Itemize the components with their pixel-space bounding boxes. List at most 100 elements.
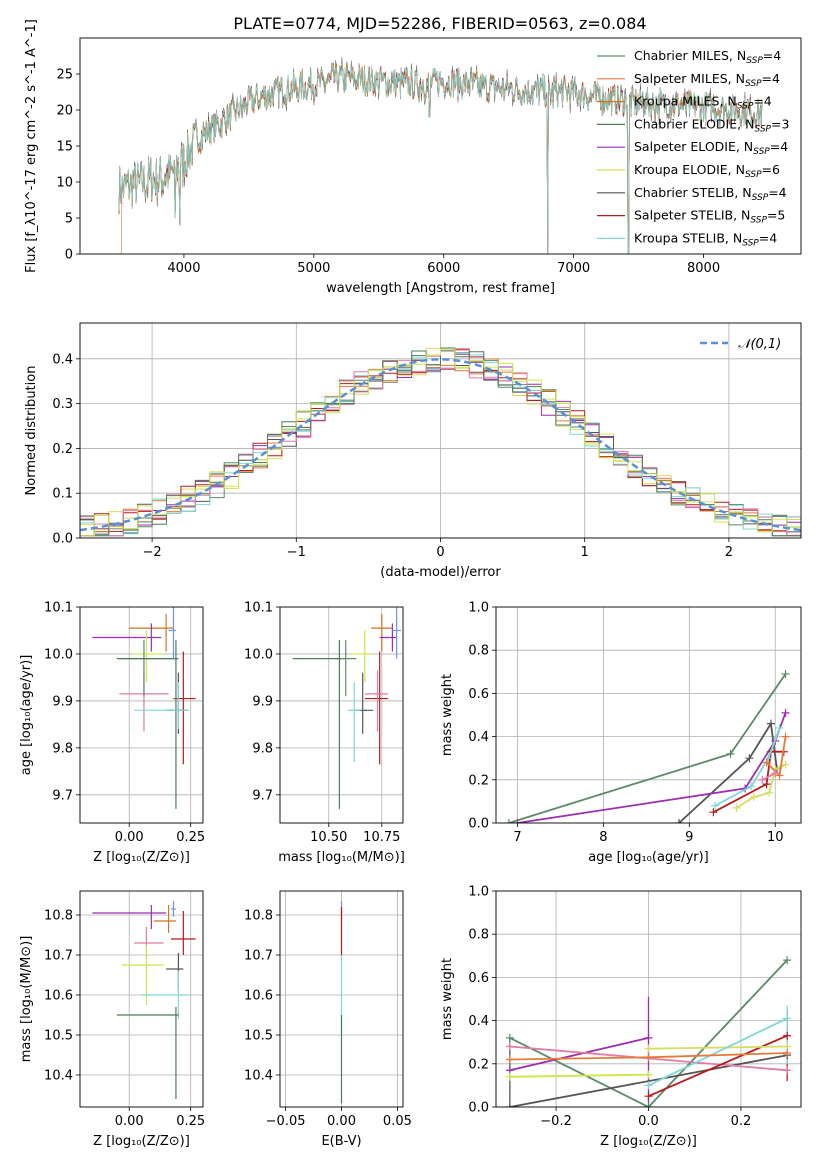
plus-marker [747,782,756,791]
x-tick-label: 7 [513,830,521,845]
series [505,1033,653,1075]
series [711,723,784,810]
legend-entry: Kroupa STELIB, NSSP=4 [634,230,777,248]
x-tick-label: 0.0 [638,1114,659,1129]
y-tick-label: 25 [56,68,73,83]
y-tick-label: 9.7 [252,788,273,803]
data-point [371,614,393,652]
y-tick-label: 10.0 [244,647,273,662]
y-tick-label: 9.8 [252,741,273,756]
panel-spectrum: 4000 5000 6000 7000 8000 0 5 10 15 20 25 wavelength… [24,19,802,296]
series [504,669,790,823]
plus-marker [513,819,522,823]
series-line [714,727,781,807]
plus-marker [775,723,784,732]
x-tick-label: 0.00 [115,830,144,845]
panel-mass-vs-EBV: −0.05 0.00 0.05 10.4 10.5 10.6 10.7 10.8 E(B-V) [244,890,412,1149]
histogram-series [80,347,801,538]
x-axis-label: mass [log₁₀(M/M⊙)] [278,850,405,865]
x-tick-label: 7000 [557,261,590,276]
plot-area [496,891,801,1107]
series-line [761,772,776,781]
legend-entry: Salpeter STELIB, NSSP=5 [634,208,785,226]
y-tick-label: 15 [56,140,73,155]
y-tick-label: 10.1 [244,601,273,616]
plus-marker [745,754,754,763]
x-tick-label: 0 [436,545,444,560]
x-tick-label: 8000 [687,261,720,276]
data-point [347,682,361,762]
data-point [92,623,162,652]
axes-frame [495,606,802,824]
x-tick-label: 1 [581,545,589,560]
data-point [392,607,401,659]
series [644,1014,792,1090]
panel-age-vs-mass: 10.50 10.75 9.7 9.8 9.9 10.0 10.1 mass [log₁₀(M… [244,601,405,866]
x-tick-label: 5000 [297,261,330,276]
y-tick-label: 20 [56,104,73,119]
series [505,1070,653,1081]
x-tick-label: 9 [685,830,693,845]
y-tick-label: 10.8 [44,909,73,924]
series [505,1049,792,1064]
plus-marker [766,719,775,728]
data-point [354,672,374,734]
plus-marker [775,771,784,780]
plus-marker [644,1103,653,1107]
plus-marker [505,1042,514,1051]
y-tick-label: 10.8 [244,909,273,924]
y-tick-label: 5 [65,212,73,227]
y-tick-label: 10.5 [44,1029,73,1044]
panel-mass-vs-Z: 0.00 0.25 10.4 10.5 10.6 10.7 10.8 Z [log₁₀(Z/Z… [19,890,205,1149]
plus-marker [783,1031,792,1040]
data-point [379,623,397,652]
y-tick-label: 10.1 [44,601,73,616]
legend-entry: Chabrier MILES, NSSP=4 [634,48,781,66]
data-point [134,927,164,959]
x-axis-label: Z [log₁₀(Z/Z⊙)] [93,850,190,865]
panel-residual-histogram: −2 −1 0 1 2 0.0 0.1 0.2 0.3 0.4 (data-model)/error… [24,322,802,580]
data-point [364,670,389,732]
spectrum-line [118,62,763,254]
y-axis-label: mass weight [440,958,455,1040]
data-point [121,945,164,1005]
plus-marker [762,780,771,789]
axes-frame [79,890,204,1108]
x-tick-label: 8 [599,830,607,845]
x-axis-label: age [log₁₀(age/yr)] [588,850,709,865]
spectrum-line [118,63,763,254]
y-tick-label: 10.7 [244,949,273,964]
plot-area [118,57,763,254]
x-tick-label: 2 [725,545,733,560]
series-line [517,712,787,823]
y-tick-label: 9.7 [52,788,73,803]
y-tick-label: 1.0 [468,601,489,616]
x-tick-label: 0.2 [731,1114,752,1129]
x-tick-label: 0.05 [383,1114,412,1129]
legend-entry: Chabrier STELIB, NSSP=4 [634,185,787,203]
spectrum-line [118,63,763,254]
x-axis-label: wavelength [Angstrom, rest frame] [326,281,555,296]
y-tick-label: 9.9 [52,694,73,709]
y-tick-label: 9.9 [252,694,273,709]
x-tick-label: −0.05 [266,1114,306,1129]
legend: Chabrier MILES, NSSP=4 Salpeter MILES, NS… [597,48,789,248]
axes-frame [79,606,204,824]
y-tick-label: 10.4 [244,1069,273,1084]
plot-area [80,323,801,538]
series-line [648,1017,788,1087]
x-tick-label: 0.25 [176,1114,205,1129]
data-point [166,672,189,734]
y-tick-label: 1.0 [468,885,489,900]
series [644,1042,792,1053]
plus-marker [758,775,767,784]
y-axis-label: Normed distribution [24,366,39,496]
x-axis-label: E(B-V) [321,1134,361,1149]
x-axis-label: Z [log₁₀(Z/Z⊙)] [600,1134,697,1149]
data-point [171,901,176,917]
series-line [678,720,778,823]
data-point [173,651,196,765]
y-tick-label: 10 [56,176,73,191]
y-axis-label: mass weight [440,674,455,756]
x-tick-label: 10.50 [310,830,347,845]
